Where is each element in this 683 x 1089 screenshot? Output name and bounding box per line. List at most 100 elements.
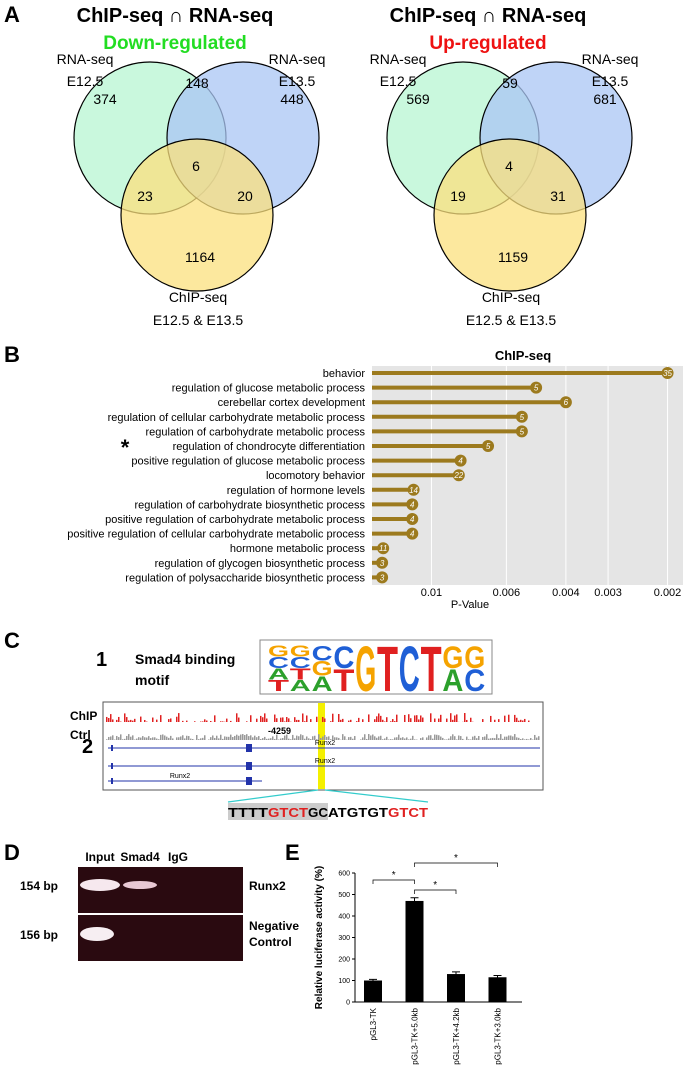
- lane-label: IgG: [168, 850, 188, 864]
- venn-subtitle: Down-regulated: [103, 33, 247, 54]
- sequence: TTTT: [228, 805, 268, 820]
- ctrl-signal: [468, 739, 470, 740]
- exon: [111, 778, 113, 784]
- chip-signal: [342, 718, 344, 722]
- ctrl-signal: [330, 739, 332, 740]
- chip-signal: [322, 716, 324, 722]
- chip-signal: [108, 718, 110, 722]
- chip-signal: [222, 721, 224, 722]
- chip-signal: [504, 715, 506, 722]
- chip-signal: [384, 721, 386, 722]
- gene-count: 22: [453, 471, 463, 480]
- ctrl-signal: [422, 737, 424, 740]
- chip-signal: [156, 719, 158, 722]
- chip-signal: [280, 717, 282, 722]
- ctrl-signal: [414, 739, 416, 740]
- significance-bracket: [372, 879, 415, 884]
- set-label: E13.5: [592, 73, 629, 89]
- set-label: E12.5: [380, 73, 417, 89]
- ctrl-signal: [208, 739, 210, 740]
- category-label: positive regulation of glucose metabolic…: [131, 456, 365, 468]
- chip-signal: [220, 721, 222, 722]
- gene-count: 11: [379, 544, 387, 553]
- target-label: Control: [249, 935, 292, 949]
- venn-count: 448: [280, 91, 304, 107]
- ctrl-signal: [530, 738, 532, 740]
- ctrl-signal: [374, 736, 376, 740]
- ctrl-signal: [514, 734, 516, 740]
- y-tick-label: 300: [338, 935, 350, 942]
- gene-count: 4: [410, 515, 415, 524]
- logo-letter: G: [268, 643, 289, 661]
- ctrl-signal: [146, 737, 148, 740]
- chip-signal: [226, 718, 228, 722]
- venn-count: 1159: [498, 249, 528, 265]
- exon: [246, 777, 252, 785]
- ctrl-signal: [442, 737, 444, 740]
- ctrl-signal: [396, 737, 398, 740]
- chip-signal: [134, 718, 136, 722]
- ctrl-signal: [286, 734, 288, 740]
- chip-signal: [430, 713, 432, 722]
- chip-signal: [202, 721, 204, 722]
- ctrl-signal: [148, 736, 150, 740]
- ctrl-signal: [124, 738, 126, 740]
- set-label: RNA-seq: [57, 51, 114, 67]
- lollipop-head: [406, 513, 419, 525]
- ctrl-signal: [408, 739, 410, 740]
- annotation: *: [121, 435, 130, 460]
- chip-signal: [438, 718, 440, 722]
- category-label: behavior: [323, 368, 366, 380]
- ctrl-signal: [490, 738, 492, 740]
- sequence-shade: [228, 803, 328, 820]
- highlight: [318, 703, 325, 789]
- category-label: regulation of carbohydrate metabolic pro…: [145, 426, 365, 438]
- chip-signal: [310, 719, 312, 722]
- chip-signal: [494, 719, 496, 722]
- venn-title: ChIP-seq ∩ RNA-seq: [390, 5, 587, 27]
- category-label: regulation of polysaccharide biosyntheti…: [125, 572, 365, 584]
- ctrl-signal: [458, 735, 460, 740]
- gene-count: 35: [663, 369, 672, 378]
- ctrl-signal: [272, 736, 274, 740]
- chip-signal: [368, 714, 370, 722]
- error-bar: [493, 975, 502, 979]
- ctrl-signal: [366, 738, 368, 740]
- y-axis-label: Relative luciferase activity (%): [314, 866, 325, 1009]
- ctrl-signal: [394, 737, 396, 740]
- error-bar: [369, 978, 377, 982]
- chip-signal: [450, 713, 452, 722]
- ctrl-signal: [454, 736, 456, 740]
- ctrl-signal: [178, 737, 180, 740]
- zoom-line: [324, 789, 429, 803]
- ctrl-signal: [400, 737, 402, 740]
- chip-signal: [264, 713, 266, 722]
- motif-title: motif: [135, 672, 170, 688]
- chip-signal: [106, 716, 108, 722]
- step-number: 2: [82, 736, 93, 758]
- sequence: ATGTGT: [328, 805, 388, 820]
- set-label: E12.5 & E13.5: [153, 312, 244, 328]
- chip-signal: [266, 718, 268, 722]
- ctrl-signal: [526, 738, 528, 740]
- exon: [246, 762, 252, 770]
- ctrl-signal: [434, 734, 436, 740]
- y-tick-label: 600: [338, 871, 350, 878]
- chip-signal: [330, 721, 332, 722]
- chip-signal: [260, 715, 262, 722]
- ctrl-signal: [494, 738, 496, 740]
- chip-signal: [518, 720, 520, 722]
- panel-label: D: [4, 840, 20, 865]
- gene-count: 3: [380, 573, 385, 582]
- chip-signal: [302, 713, 304, 722]
- chip-signal: [110, 714, 112, 722]
- ctrl-signal: [314, 735, 316, 740]
- ctrl-signal: [282, 738, 284, 740]
- ctrl-signal: [318, 734, 320, 740]
- ctrl-signal: [466, 736, 468, 740]
- ctrl-signal: [500, 734, 502, 740]
- chip-signal: [296, 719, 298, 722]
- ctrl-signal: [290, 739, 292, 740]
- ctrl-signal: [120, 734, 122, 740]
- ctrl-signal: [320, 737, 322, 740]
